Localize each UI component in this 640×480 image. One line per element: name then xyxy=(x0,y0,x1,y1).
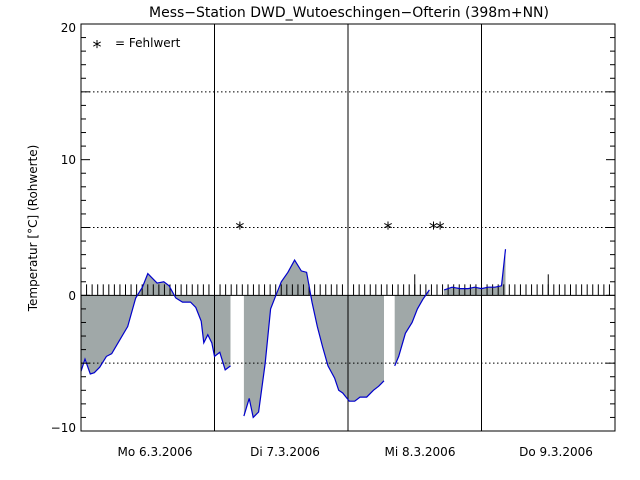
plot-area: * * ** xyxy=(80,23,616,432)
temperature-area-2 xyxy=(394,289,430,366)
y-axis-label: Temperatur [°C] (Rohwerte) xyxy=(26,145,40,313)
y-tick-label-neg10: −10 xyxy=(51,421,76,435)
x-tick-label-0: Mo 6.3.2006 xyxy=(118,445,193,459)
legend-symbol: * xyxy=(93,37,102,58)
chart-title: Mess−Station DWD_Wutoeschingen−Ofterin (… xyxy=(149,5,549,21)
missing-value-marker-3: * xyxy=(436,219,445,240)
temperature-line-0 xyxy=(80,272,231,375)
temperature-line-2 xyxy=(394,289,430,367)
temperature-area-0 xyxy=(81,273,231,374)
y-tick-label-10: 10 xyxy=(61,153,76,167)
x-tick-label-3: Do 9.3.2006 xyxy=(519,445,593,459)
missing-value-marker-0: * xyxy=(235,219,244,240)
y-tick-label-20: 20 xyxy=(61,21,76,35)
temperature-area-3 xyxy=(444,249,506,296)
temperature-line-3 xyxy=(443,249,507,291)
missing-value-marker-2: * xyxy=(429,219,438,240)
missing-value-marker-1: * xyxy=(384,219,393,240)
x-tick-label-1: Di 7.3.2006 xyxy=(250,445,320,459)
y-tick-label-0: 0 xyxy=(68,289,76,303)
x-tick-label-2: Mi 8.3.2006 xyxy=(385,445,456,459)
temperature-line-1 xyxy=(243,258,385,419)
legend-label: = Fehlwert xyxy=(115,36,181,50)
temperature-area-1 xyxy=(243,260,384,418)
